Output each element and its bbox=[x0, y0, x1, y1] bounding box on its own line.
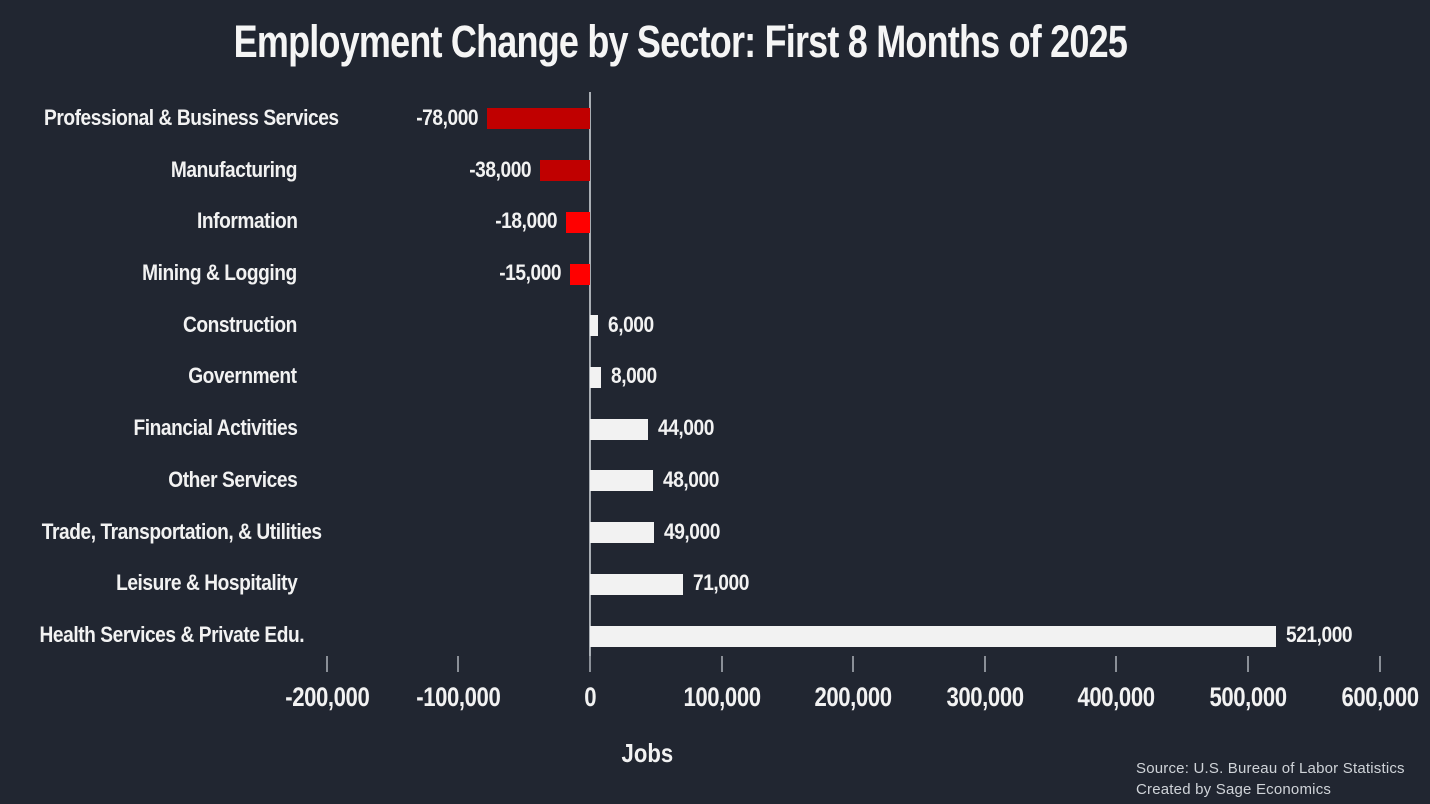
value-label-text: -15,000 bbox=[499, 260, 562, 286]
source-credit: Source: U.S. Bureau of Labor Statistics … bbox=[1136, 758, 1405, 800]
x-tick-mark bbox=[1115, 656, 1118, 672]
x-tick-label: 600,000 bbox=[1300, 682, 1430, 713]
category-label: Financial Activities bbox=[0, 415, 297, 441]
x-tick-mark bbox=[325, 656, 328, 672]
category-label: Leisure & Hospitality bbox=[0, 570, 298, 596]
x-tick-mark bbox=[589, 656, 591, 672]
value-label: 8,000 bbox=[611, 363, 664, 389]
x-tick-label-text: 500,000 bbox=[1209, 682, 1287, 712]
category-label: Health Services & Private Edu. bbox=[0, 622, 305, 648]
category-label-text: Manufacturing bbox=[170, 156, 298, 182]
category-label: Other Services bbox=[0, 467, 297, 493]
x-tick-label-text: 300,000 bbox=[946, 682, 1024, 712]
value-label: -38,000 bbox=[0, 157, 531, 183]
value-label-text: 44,000 bbox=[657, 415, 714, 441]
category-label: Trade, Transportation, & Utilities bbox=[0, 519, 322, 545]
category-label: Construction bbox=[0, 312, 297, 338]
x-tick-label-text: 0 bbox=[584, 682, 596, 712]
value-label: -78,000 bbox=[0, 105, 478, 131]
x-tick-label-text: 200,000 bbox=[814, 682, 893, 712]
x-tick-label: 400,000 bbox=[1036, 682, 1196, 713]
bar-positive bbox=[590, 315, 598, 337]
chart-title-text: Employment Change by Sector: First 8 Mon… bbox=[233, 16, 1127, 67]
x-tick-label-text: 400,000 bbox=[1077, 682, 1156, 712]
value-label: 44,000 bbox=[658, 415, 722, 441]
x-tick-label-text: 600,000 bbox=[1341, 682, 1419, 712]
category-label: Government bbox=[0, 363, 298, 389]
category-label: Information bbox=[0, 208, 298, 234]
category-label: Mining & Logging bbox=[0, 260, 297, 286]
value-label-text: 521,000 bbox=[1285, 622, 1353, 648]
x-tick-label-text: -200,000 bbox=[284, 682, 370, 712]
bar-negative bbox=[566, 211, 590, 233]
bar-positive bbox=[590, 366, 601, 388]
x-tick-label-text: 100,000 bbox=[683, 682, 761, 712]
value-label: 6,000 bbox=[608, 312, 661, 338]
value-label-text: 71,000 bbox=[693, 570, 750, 596]
x-tick-label: 0 bbox=[510, 682, 670, 713]
value-label-text: -18,000 bbox=[495, 208, 558, 234]
category-label-text: Mining & Logging bbox=[142, 260, 297, 286]
source-line: Source: U.S. Bureau of Labor Statistics bbox=[1136, 760, 1405, 777]
x-tick-label: 100,000 bbox=[642, 682, 802, 713]
value-label-text: -38,000 bbox=[469, 156, 531, 182]
category-label-text: Health Services & Private Edu. bbox=[39, 622, 305, 648]
value-label-text: 8,000 bbox=[610, 363, 657, 389]
bar-negative bbox=[487, 108, 590, 130]
x-tick-mark bbox=[457, 656, 460, 672]
value-label: 49,000 bbox=[664, 519, 728, 545]
bar-negative bbox=[570, 263, 590, 285]
x-tick-label-text: -100,000 bbox=[416, 682, 501, 712]
category-label-text: Other Services bbox=[167, 466, 297, 492]
value-label-text: -78,000 bbox=[416, 104, 479, 130]
x-tick-label: -100,000 bbox=[378, 682, 538, 713]
x-tick-mark bbox=[983, 656, 986, 672]
bar-positive bbox=[590, 573, 684, 595]
category-label-text: Leisure & Hospitality bbox=[115, 570, 298, 596]
bar-positive bbox=[590, 625, 1276, 647]
value-label: 521,000 bbox=[1286, 622, 1362, 648]
category-label-text: Trade, Transportation, & Utilities bbox=[41, 518, 322, 544]
x-tick-label: 300,000 bbox=[905, 682, 1065, 713]
category-label: Manufacturing bbox=[0, 156, 298, 183]
bar-positive bbox=[590, 522, 655, 544]
value-label-text: 49,000 bbox=[664, 518, 721, 544]
value-label: -18,000 bbox=[0, 208, 557, 234]
x-tick-mark bbox=[1247, 656, 1249, 672]
category-label-text: Construction bbox=[183, 311, 297, 337]
value-label-text: 48,000 bbox=[663, 466, 720, 492]
chart-title: Employment Change by Sector: First 8 Mon… bbox=[0, 16, 1360, 68]
credit-line: Created by Sage Economics bbox=[1136, 781, 1332, 798]
value-label: 48,000 bbox=[663, 467, 727, 493]
x-tick-label: 500,000 bbox=[1168, 682, 1328, 713]
category-label-text: Financial Activities bbox=[133, 415, 297, 441]
x-tick-mark bbox=[852, 656, 855, 672]
x-tick-mark bbox=[1378, 656, 1381, 672]
category-label: Professional & Business Services bbox=[0, 105, 339, 131]
category-label-text: Professional & Business Services bbox=[44, 104, 339, 130]
bar-positive bbox=[590, 470, 654, 492]
value-label-text: 6,000 bbox=[607, 311, 654, 337]
x-tick-label: 200,000 bbox=[773, 682, 933, 713]
x-tick-label: -200,000 bbox=[247, 682, 407, 713]
bar-negative bbox=[539, 160, 590, 182]
x-axis-label: Jobs bbox=[621, 738, 673, 768]
category-label-text: Information bbox=[196, 208, 298, 234]
value-label: -15,000 bbox=[0, 260, 561, 286]
category-label-text: Government bbox=[188, 363, 298, 389]
bar-positive bbox=[590, 418, 648, 440]
x-tick-mark bbox=[720, 656, 723, 672]
value-label: 71,000 bbox=[693, 570, 757, 596]
